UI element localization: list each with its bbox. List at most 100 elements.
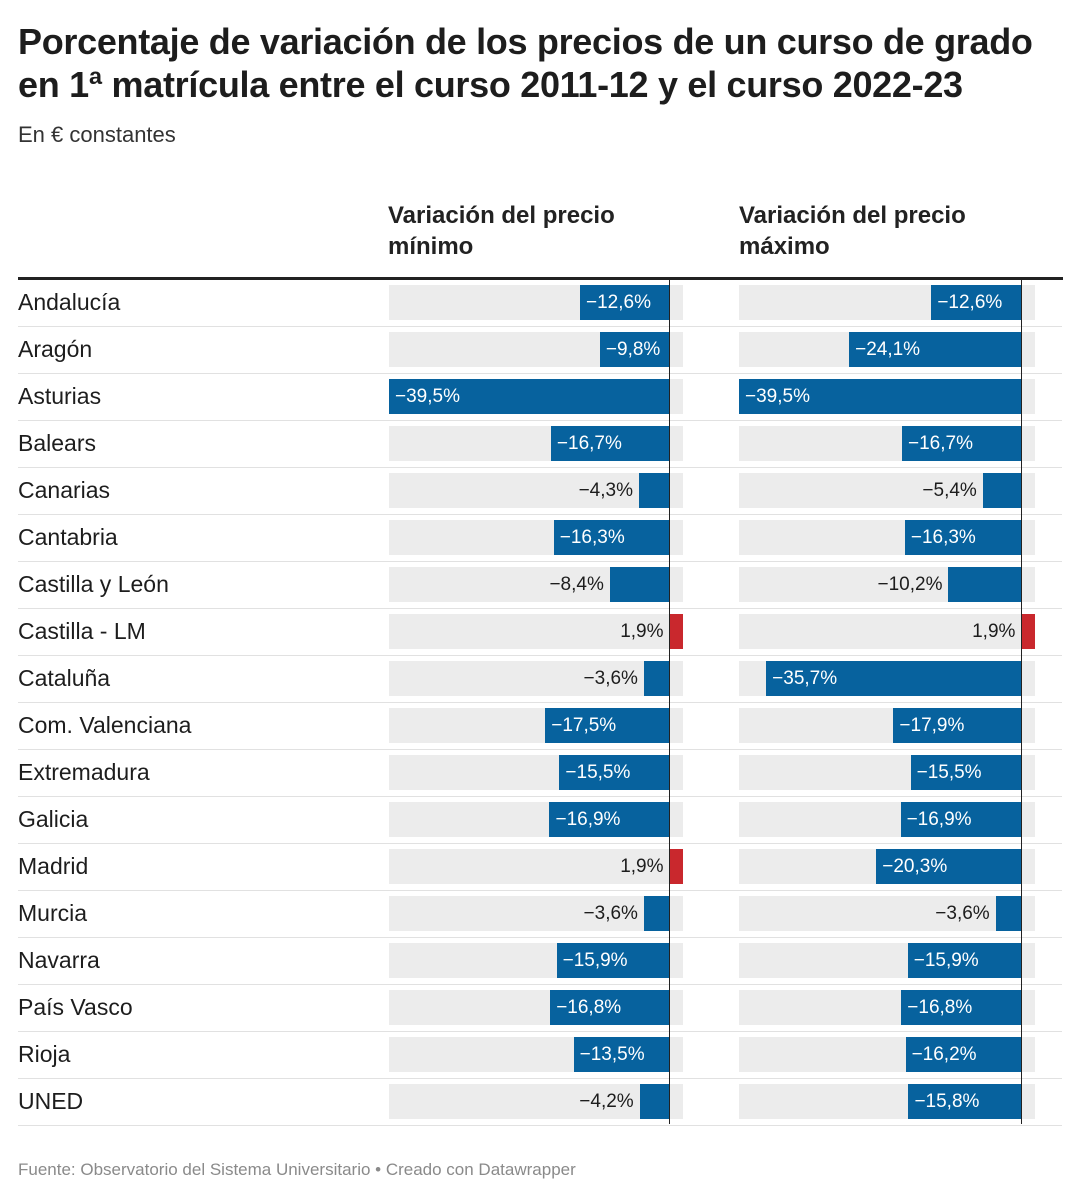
bar-min [545, 708, 670, 743]
row-label: Madrid [18, 853, 89, 879]
table-row: Cataluña −3,6% −35,7% [0, 656, 1080, 703]
value-label-min: −15,5% [565, 762, 631, 783]
row-label: Asturias [18, 383, 102, 409]
value-label-max: −15,9% [913, 950, 979, 971]
row-divider [18, 608, 1062, 609]
value-label-max: −35,7% [772, 668, 838, 689]
bar-max [931, 285, 1022, 320]
zero-line-max [1020, 280, 1022, 1124]
value-label-min: −16,7% [556, 433, 622, 454]
table-row: Aragón −9,8% −24,1% [0, 327, 1080, 374]
value-label-max: 1,9% [972, 621, 1016, 642]
bar-track [389, 614, 683, 649]
source-note: Fuente: Observatorio del Sistema Univers… [18, 1160, 576, 1179]
bar-min [550, 990, 670, 1025]
chart-title: Porcentaje de variación de los precios d… [18, 21, 1033, 105]
value-label-min: −8,4% [549, 574, 604, 595]
row-label: Cantabria [18, 524, 118, 550]
value-label-max: −20,3% [882, 856, 948, 877]
table-row: UNED −4,2% −15,8% [0, 1079, 1080, 1126]
bar-max [904, 520, 1022, 555]
row-label: Canarias [18, 477, 111, 503]
value-label-max: −39,5% [745, 386, 810, 407]
row-divider [18, 702, 1062, 703]
bar-max [849, 332, 1022, 367]
value-label-max: −15,5% [916, 762, 982, 783]
bar-track [389, 849, 683, 884]
row-divider [18, 843, 1062, 844]
row-label: Navarra [18, 947, 100, 973]
bar-max [876, 849, 1022, 884]
row-label: País Vasco [18, 994, 133, 1020]
row-divider [18, 561, 1062, 562]
value-label-max: −15,8% [914, 1091, 980, 1112]
value-label-min: −16,8% [556, 997, 622, 1018]
table-row: Castilla - LM 1,9% 1,9% [0, 609, 1080, 656]
chart-subtitle: En € constantes [18, 122, 176, 147]
value-label-min: −9,8% [605, 339, 661, 360]
value-label-max: −16,8% [907, 997, 973, 1018]
bar-min [549, 802, 670, 837]
row-divider [18, 984, 1062, 985]
bar-max [982, 473, 1022, 508]
bar-max [900, 802, 1022, 837]
table-row: Navarra −15,9% −15,9% [0, 938, 1080, 985]
row-divider [18, 890, 1062, 891]
value-label-min: 1,9% [620, 621, 664, 642]
bar-track [739, 614, 1035, 649]
row-divider [18, 1078, 1062, 1079]
row-label: UNED [18, 1088, 84, 1114]
bar-max [739, 379, 1022, 414]
row-divider [18, 1125, 1062, 1126]
value-label-min: −4,3% [578, 480, 633, 501]
value-label-max: −16,9% [906, 809, 972, 830]
bar-min [643, 661, 670, 696]
row-label: Andalucía [18, 289, 121, 315]
value-label-min: −3,6% [583, 903, 638, 924]
zero-line-min [669, 280, 670, 1124]
value-label-min: −13,5% [579, 1044, 645, 1065]
row-label: Extremadura [18, 759, 150, 785]
value-label-max: −16,2% [911, 1044, 977, 1065]
value-label-max: −5,4% [922, 480, 977, 501]
row-label: Cataluña [18, 665, 111, 691]
bar-min [669, 849, 683, 884]
value-label-min: −17,5% [551, 715, 617, 736]
bar-min [638, 473, 670, 508]
row-label: Murcia [18, 900, 88, 926]
table-row: Andalucía −12,6% −12,6% [0, 280, 1080, 327]
value-label-min: 1,9% [620, 856, 664, 877]
table-row: Com. Valenciana −17,5% −17,9% [0, 703, 1080, 750]
row-divider [18, 373, 1062, 374]
bar-min [643, 896, 670, 931]
row-label: Castilla - LM [18, 618, 146, 644]
bar-min [389, 379, 670, 414]
row-label: Rioja [18, 1041, 71, 1067]
bar-max [907, 943, 1022, 978]
bar-max [893, 708, 1022, 743]
row-label: Castilla y León [18, 571, 169, 597]
bar-min [669, 614, 683, 649]
header-rule [18, 277, 1063, 280]
row-label: Galicia [18, 806, 89, 832]
bar-max [910, 755, 1022, 790]
table-row: Asturias −39,5% −39,5% [0, 374, 1080, 421]
bar-max [905, 1037, 1022, 1072]
row-divider [18, 937, 1062, 938]
row-divider [18, 420, 1062, 421]
bar-min [556, 943, 670, 978]
bar-track [389, 896, 683, 931]
bar-max [902, 426, 1022, 461]
row-label: Balears [18, 430, 96, 456]
value-label-max: −17,9% [899, 715, 965, 736]
value-label-max: −24,1% [855, 339, 921, 360]
value-label-min: −12,6% [586, 292, 651, 313]
bar-min [550, 426, 670, 461]
row-divider [18, 326, 1062, 327]
table-row: Rioja −13,5% −16,2% [0, 1032, 1080, 1079]
table-row: Cantabria −16,3% −16,3% [0, 515, 1080, 562]
row-divider [18, 1031, 1062, 1032]
value-label-min: −4,2% [579, 1091, 634, 1112]
value-label-min: −16,3% [559, 527, 625, 548]
table-row: Balears −16,7% −16,7% [0, 421, 1080, 468]
